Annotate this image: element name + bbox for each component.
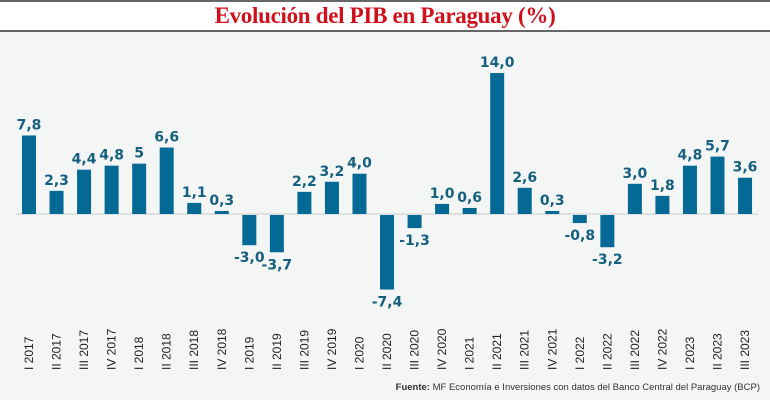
bar xyxy=(738,177,753,214)
value-label: 1,1 xyxy=(182,185,207,201)
value-label: 2,6 xyxy=(512,170,537,186)
value-label: 4,0 xyxy=(347,156,372,172)
bar xyxy=(572,215,587,224)
value-label: 4,8 xyxy=(99,148,124,164)
value-label: 14,0 xyxy=(480,55,515,71)
bar xyxy=(22,135,36,214)
value-label: -1,3 xyxy=(399,233,430,249)
category-label: III 2020 xyxy=(408,330,422,370)
source-label: Fuente: xyxy=(395,382,430,393)
value-label: 0,6 xyxy=(457,190,482,206)
value-label: 5,7 xyxy=(705,139,730,155)
value-label: 3,0 xyxy=(622,166,647,182)
value-label: -7,4 xyxy=(372,295,403,311)
bar xyxy=(352,173,367,214)
category-label: IV 2018 xyxy=(215,328,229,370)
title-bar: Evolución del PIB en Paraguay (%) xyxy=(0,0,770,32)
source-note: Fuente: MF Economía e Inversiones con da… xyxy=(396,382,760,393)
bar xyxy=(627,183,642,214)
bar-chart: 7,82,34,4 4,8 56,61,10,3-3,0-3,72,23,24,0-… xyxy=(16,55,758,370)
value-label: 2,2 xyxy=(292,174,317,190)
bar xyxy=(159,147,174,214)
bar xyxy=(435,203,450,214)
bar xyxy=(655,195,670,214)
bar xyxy=(517,187,532,214)
bar xyxy=(132,163,147,214)
bar xyxy=(104,165,119,214)
category-label: IV 2021 xyxy=(545,328,559,370)
bar xyxy=(710,156,725,214)
value-label: 3,6 xyxy=(733,160,758,176)
category-label: IV 2022 xyxy=(655,328,669,370)
bar xyxy=(380,215,395,290)
bar xyxy=(242,215,257,246)
bar xyxy=(77,169,92,214)
value-label: -3,2 xyxy=(592,252,623,268)
value-label: 0,3 xyxy=(209,193,234,209)
category-label: II 2023 xyxy=(711,333,725,370)
category-label: IV 2020 xyxy=(435,328,449,370)
category-label: II 2018 xyxy=(160,333,174,370)
category-label: I 2021 xyxy=(463,336,477,370)
bar xyxy=(187,202,202,214)
value-label: -3,0 xyxy=(234,250,265,266)
value-label: 6,6 xyxy=(154,130,179,146)
value-label: 5 xyxy=(134,146,144,162)
bar xyxy=(682,165,697,214)
value-labels-group: 7,82,34,4 4,8 56,61,10,3-3,0-3,72,23,24,0-… xyxy=(17,55,758,310)
bar xyxy=(462,207,477,214)
category-label: I 2022 xyxy=(573,336,587,370)
category-label: II 2021 xyxy=(490,333,504,370)
bar xyxy=(490,73,505,214)
value-label: 1,8 xyxy=(650,178,675,194)
value-label: 1,0 xyxy=(430,186,455,202)
category-label: II 2020 xyxy=(380,333,394,370)
category-labels-group: I 2017 II 2017 III 2017 IV 2017 I 2018 II 201… xyxy=(22,328,752,370)
value-label: -0,8 xyxy=(564,228,595,244)
bar xyxy=(545,210,560,214)
value-label: 0,3 xyxy=(540,193,565,209)
category-label: II 2019 xyxy=(270,333,284,370)
category-label: III 2019 xyxy=(297,330,311,370)
category-label: II 2022 xyxy=(600,333,614,370)
bar xyxy=(214,210,229,214)
category-label: IV 2019 xyxy=(325,328,339,370)
value-label: 4,4 xyxy=(72,152,97,168)
bar xyxy=(324,181,339,214)
category-label: I 2018 xyxy=(132,336,146,370)
bar xyxy=(269,215,284,253)
category-label: I 2019 xyxy=(242,336,256,370)
source-text: MF Economía e Inversiones con datos del … xyxy=(429,382,760,393)
value-label: 2,3 xyxy=(44,173,69,189)
value-label: 3,2 xyxy=(320,164,345,180)
category-label: I 2023 xyxy=(683,336,697,370)
category-label: III 2023 xyxy=(738,330,752,370)
category-label: I 2020 xyxy=(352,336,366,370)
bars-group xyxy=(22,73,753,290)
category-label: III 2021 xyxy=(518,330,532,370)
value-label: 7,8 xyxy=(17,117,42,133)
category-label: II 2017 xyxy=(50,333,64,370)
category-label: IV 2017 xyxy=(105,328,119,370)
bar xyxy=(49,190,64,214)
value-label: 4,8 xyxy=(678,148,703,164)
chart-title: Evolución del PIB en Paraguay (%) xyxy=(214,3,556,28)
value-label: -3,7 xyxy=(262,257,293,273)
bar xyxy=(407,215,422,229)
category-label: III 2022 xyxy=(628,330,642,370)
bar xyxy=(297,191,312,214)
category-label: III 2018 xyxy=(187,330,201,370)
category-label: I 2017 xyxy=(22,336,36,370)
bar xyxy=(600,215,615,248)
category-label: III 2017 xyxy=(77,330,91,370)
